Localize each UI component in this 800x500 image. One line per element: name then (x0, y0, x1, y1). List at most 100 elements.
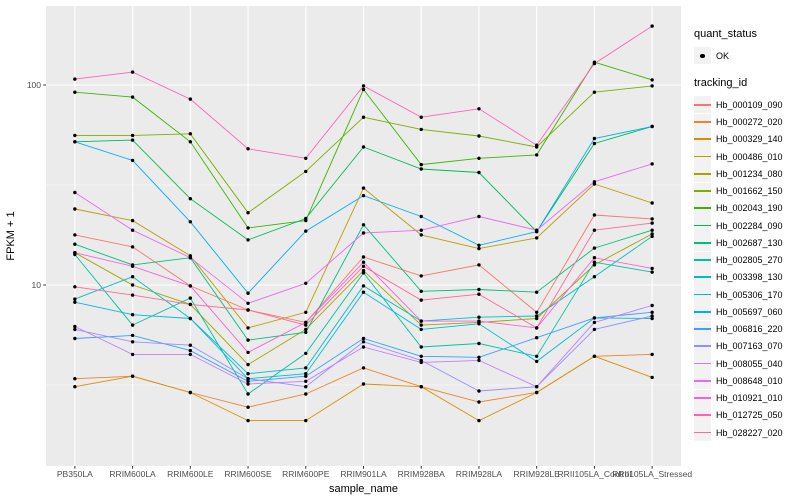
x-tick-label: RRII105LA_Control (558, 469, 632, 479)
data-point (73, 207, 77, 211)
data-point (246, 308, 250, 312)
legend-item-Hb_006816_220: Hb_006816_220 (694, 320, 800, 338)
data-point (73, 297, 77, 301)
data-point (361, 336, 366, 341)
data-point (304, 281, 308, 285)
line-glyph-icon (694, 224, 711, 227)
data-point (361, 382, 366, 386)
data-point (592, 327, 597, 332)
data-point (592, 316, 597, 320)
data-point (650, 314, 654, 318)
legend-item-label: Hb_028227_020 (716, 427, 783, 438)
legend-item-Hb_010921_010: Hb_010921_010 (694, 389, 800, 407)
data-point (361, 284, 366, 288)
data-point (188, 352, 193, 357)
legend-key-line (694, 406, 711, 424)
data-point (592, 141, 597, 146)
data-point (246, 226, 250, 230)
data-point (73, 233, 77, 237)
data-point (73, 336, 77, 341)
line-glyph-icon (694, 207, 711, 210)
x-tick-label: RRIM600LE (167, 469, 214, 479)
legend-item-ok: OK (694, 47, 800, 65)
data-point (130, 133, 135, 138)
legend-key-line (694, 199, 711, 217)
line-glyph-icon (694, 138, 711, 141)
data-point (477, 292, 481, 296)
data-point (246, 147, 250, 151)
data-point (592, 275, 597, 279)
data-point (361, 264, 366, 268)
data-point (361, 186, 366, 190)
series-points (73, 24, 654, 423)
data-point (419, 298, 423, 302)
data-point (246, 338, 250, 342)
data-point (73, 327, 77, 332)
legend-key-line (694, 148, 711, 166)
data-point (477, 134, 481, 138)
data-point (477, 418, 481, 423)
data-point (534, 336, 539, 340)
legend-item-Hb_000109_090: Hb_000109_090 (694, 96, 800, 114)
data-point (304, 379, 308, 383)
data-point (477, 389, 481, 393)
data-point (130, 283, 135, 287)
legend-item-label: Hb_002284_090 (716, 220, 783, 231)
legend-item-label: Hb_006816_220 (716, 324, 783, 335)
legend-item-label: Hb_000486_010 (716, 151, 783, 162)
data-point (592, 260, 597, 264)
legend-item-label: Hb_000272_020 (716, 117, 783, 128)
legend-item-Hb_002805_270: Hb_002805_270 (694, 251, 800, 269)
legend-item-label: Hb_005697_060 (716, 306, 783, 317)
legend-item-label: Hb_012725_050 (716, 410, 783, 421)
data-point (130, 275, 135, 279)
legend-item-Hb_001234_080: Hb_001234_080 (694, 165, 800, 183)
data-point (477, 214, 481, 219)
data-point (304, 374, 308, 378)
legend-key-line (694, 251, 711, 269)
data-point (592, 136, 597, 141)
data-point (592, 256, 597, 260)
data-point (188, 220, 193, 224)
y-axis-title: FPKM + 1 (5, 211, 17, 260)
data-point (73, 77, 77, 81)
legend-key-line (694, 389, 711, 407)
data-point (130, 95, 135, 99)
data-point (534, 236, 539, 240)
data-point (650, 270, 654, 274)
line-glyph-icon (694, 190, 711, 192)
data-point (419, 228, 423, 232)
legend-item-Hb_000329_140: Hb_000329_140 (694, 130, 800, 148)
line-glyph-icon (694, 310, 711, 313)
data-point (419, 233, 423, 237)
data-point (534, 316, 539, 321)
data-point (650, 303, 654, 308)
data-point (650, 124, 654, 129)
legend-item-Hb_003398_130: Hb_003398_130 (694, 268, 800, 286)
data-point (304, 320, 308, 325)
data-point (419, 354, 423, 358)
legend: quant_status OK tracking_id Hb_000109_09… (694, 28, 800, 454)
data-point (419, 214, 423, 219)
line-glyph-icon (694, 379, 711, 382)
legend-title-tracking-id: tracking_id (694, 77, 748, 90)
line-glyph-icon (694, 172, 711, 175)
y-tick-label: 100 (27, 80, 41, 90)
legend-key-line (694, 303, 711, 321)
data-point (592, 320, 597, 325)
data-point (534, 228, 539, 232)
data-point (477, 263, 481, 267)
data-point (361, 340, 366, 344)
legend-item-label: Hb_007163_070 (716, 341, 783, 352)
legend-key-line (694, 165, 711, 183)
data-point (361, 260, 366, 264)
data-point (188, 343, 193, 347)
data-point (361, 231, 366, 235)
data-point (130, 374, 135, 378)
data-point (534, 359, 539, 364)
y-tick-label: 10 (32, 280, 42, 290)
x-tick-label: RRII105LA_Stressed (612, 469, 692, 479)
line-glyph-icon (694, 345, 711, 348)
data-point (419, 115, 423, 119)
